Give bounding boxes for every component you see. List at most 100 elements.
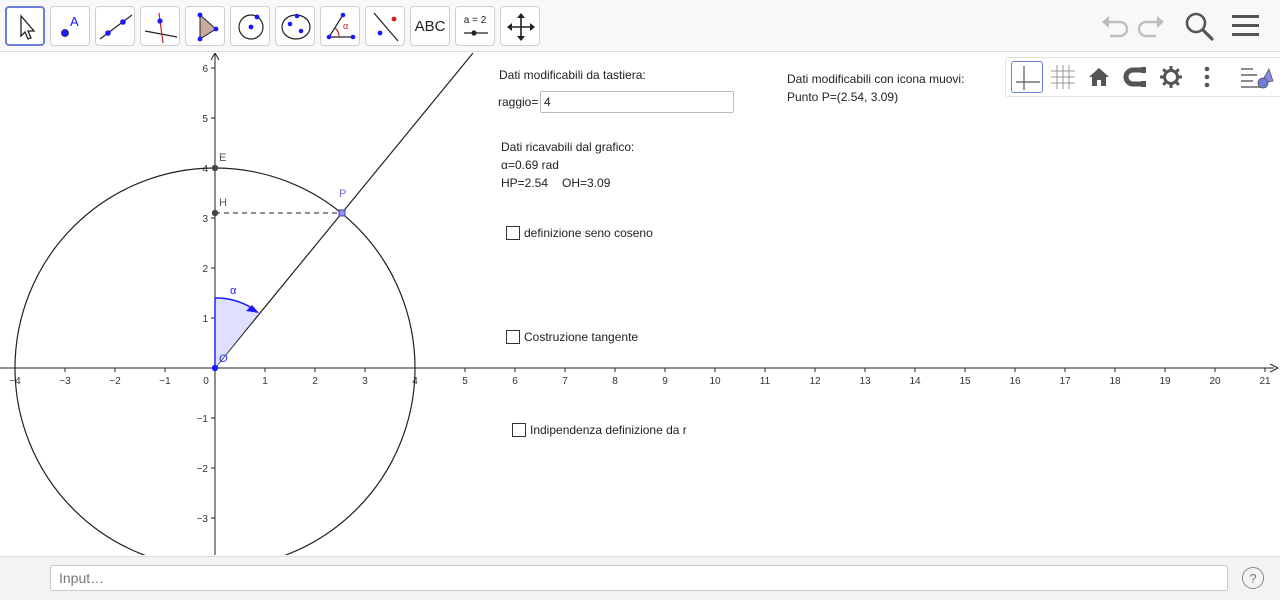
x-tick-label: 12	[809, 376, 821, 387]
point-o[interactable]	[211, 364, 219, 372]
y-tick-label: 1	[202, 314, 208, 325]
polygon-icon	[197, 12, 219, 42]
point-e-label: E	[219, 152, 226, 164]
slider-tool-label: a = 2	[463, 15, 487, 26]
move-graphics-tool-button[interactable]	[500, 6, 540, 46]
x-tick-label: −2	[109, 376, 121, 387]
graphics-canvas[interactable]: −4 −3 −2 −1 0 1 2 3 4 5 6 7 8 9 10 11 12 13 14 15 16 17 18 19 20…	[0, 53, 1280, 555]
input-bar: ?	[0, 556, 1280, 600]
more-options-button[interactable]	[1191, 61, 1223, 93]
point-e[interactable]	[211, 164, 219, 172]
x-tick-label: 0	[203, 376, 209, 387]
magnet-icon	[1123, 67, 1146, 87]
axes-toggle-icon	[1016, 66, 1040, 90]
text-tool-label: ABC	[414, 17, 446, 35]
move-data-title: Dati modificabili con icona muovi:	[787, 72, 965, 86]
y-axis-arrow	[210, 53, 220, 61]
reflect-tool-button[interactable]	[365, 6, 405, 46]
polygon-tool-button[interactable]	[185, 6, 225, 46]
checkbox-label: definizione seno coseno	[524, 226, 653, 240]
toggle-grid-button[interactable]	[1047, 61, 1079, 93]
move-tool-button[interactable]	[5, 6, 45, 46]
graph-data-title: Dati ricavabili dal grafico:	[501, 140, 635, 154]
arrow-cursor-icon	[20, 14, 36, 40]
ellipse-tool-button[interactable]	[275, 6, 315, 46]
search-icon	[1185, 12, 1214, 41]
checkbox-label: Indipendenza definizione da r	[530, 423, 687, 437]
y-tick-label: 3	[202, 214, 208, 225]
point-p-label: P	[339, 188, 346, 200]
x-tick-label: 18	[1109, 376, 1121, 387]
x-tick-label: 17	[1059, 376, 1071, 387]
keyboard-data-title: Dati modificabili da tastiera:	[499, 68, 646, 82]
x-tick-label: 2	[312, 376, 318, 387]
checkbox-indipendenza-definizione[interactable]: Indipendenza definizione da r	[512, 423, 687, 437]
circle-icon	[238, 14, 264, 40]
point-p[interactable]	[338, 209, 346, 217]
settings-button[interactable]	[1155, 61, 1187, 93]
x-tick-label: 21	[1259, 376, 1271, 387]
y-tick-label: 5	[202, 114, 208, 125]
checkbox-costruzione-tangente[interactable]: Costruzione tangente	[506, 330, 638, 344]
raggio-label: raggio=	[498, 95, 539, 109]
x-tick-label: 14	[909, 376, 921, 387]
angle-tool-button[interactable]: α	[320, 6, 360, 46]
y-tick-label: −2	[197, 464, 209, 475]
y-tick-label: 2	[202, 264, 208, 275]
point-h-label: H	[219, 197, 227, 209]
perpendicular-line-tool-button[interactable]	[140, 6, 180, 46]
more-icon	[1204, 66, 1210, 88]
redo-button[interactable]	[1136, 10, 1168, 42]
standard-view-button[interactable]	[1083, 61, 1115, 93]
circle-tool-button[interactable]	[230, 6, 270, 46]
x-tick-label: 19	[1159, 376, 1171, 387]
graphics-view[interactable]: −4 −3 −2 −1 0 1 2 3 4 5 6 7 8 9 10 11 12 13 14 15 16 17 18 19 20…	[0, 53, 1280, 555]
algebra-input[interactable]	[50, 565, 1228, 591]
x-tick-label: 1	[262, 376, 268, 387]
x-tick-label: 8	[612, 376, 618, 387]
toggle-style-bar-button[interactable]	[1239, 61, 1274, 93]
slider-icon	[464, 30, 488, 36]
angle-alpha-label: α	[230, 285, 237, 297]
text-tool-button[interactable]: ABC	[410, 6, 450, 46]
checkbox-box[interactable]	[512, 423, 526, 437]
checkbox-box[interactable]	[506, 226, 520, 240]
x-tick-label: 3	[362, 376, 368, 387]
point-h[interactable]	[211, 209, 219, 217]
search-button[interactable]	[1183, 10, 1215, 42]
point-p-text: Punto P=(2.54, 3.09)	[787, 90, 899, 104]
y-axis-ticks: 6 5 4 3 2 1 −1 −2 −3	[197, 64, 215, 525]
x-tick-label: 13	[859, 376, 871, 387]
oh-value-text: OH=3.09	[562, 176, 611, 190]
stylebar-toggle-icon	[1241, 68, 1274, 89]
x-tick-label: 11	[760, 376, 771, 387]
raggio-input[interactable]	[540, 91, 734, 113]
ellipse-icon	[281, 13, 311, 40]
point-icon: A	[61, 14, 79, 37]
checkbox-box[interactable]	[506, 330, 520, 344]
perpendicular-line-icon	[144, 12, 178, 44]
angle-alpha-sector	[215, 297, 259, 368]
angle-alpha-arrow	[246, 305, 259, 313]
grid-toggle-icon	[1051, 65, 1075, 89]
reflect-icon	[373, 12, 399, 42]
move-arrows-icon	[507, 13, 535, 41]
x-tick-label: 4	[412, 376, 418, 387]
point-capturing-button[interactable]	[1119, 61, 1151, 93]
alpha-value-text: α=0.69 rad	[501, 158, 559, 172]
input-help-button[interactable]: ?	[1242, 567, 1264, 589]
y-tick-label: −1	[197, 414, 209, 425]
y-tick-label: 4	[202, 164, 208, 175]
undo-button[interactable]	[1098, 10, 1130, 42]
checkbox-definizione-seno-coseno[interactable]: definizione seno coseno	[506, 226, 653, 240]
home-icon	[1089, 68, 1109, 86]
slider-tool-button[interactable]: a = 2	[455, 6, 495, 46]
x-axis-ticks: −4 −3 −2 −1 0 1 2 3 4 5 6 7 8 9 10 11 12 13 14 15 16 17 18 19 20…	[9, 368, 1271, 387]
toggle-axes-button[interactable]	[1011, 61, 1043, 93]
redo-icon	[1137, 16, 1164, 38]
main-menu-button[interactable]	[1230, 10, 1262, 42]
y-tick-label: 6	[202, 64, 208, 75]
point-o-label: O	[219, 353, 228, 365]
line-tool-button[interactable]	[95, 6, 135, 46]
point-tool-button[interactable]: A	[50, 6, 90, 46]
